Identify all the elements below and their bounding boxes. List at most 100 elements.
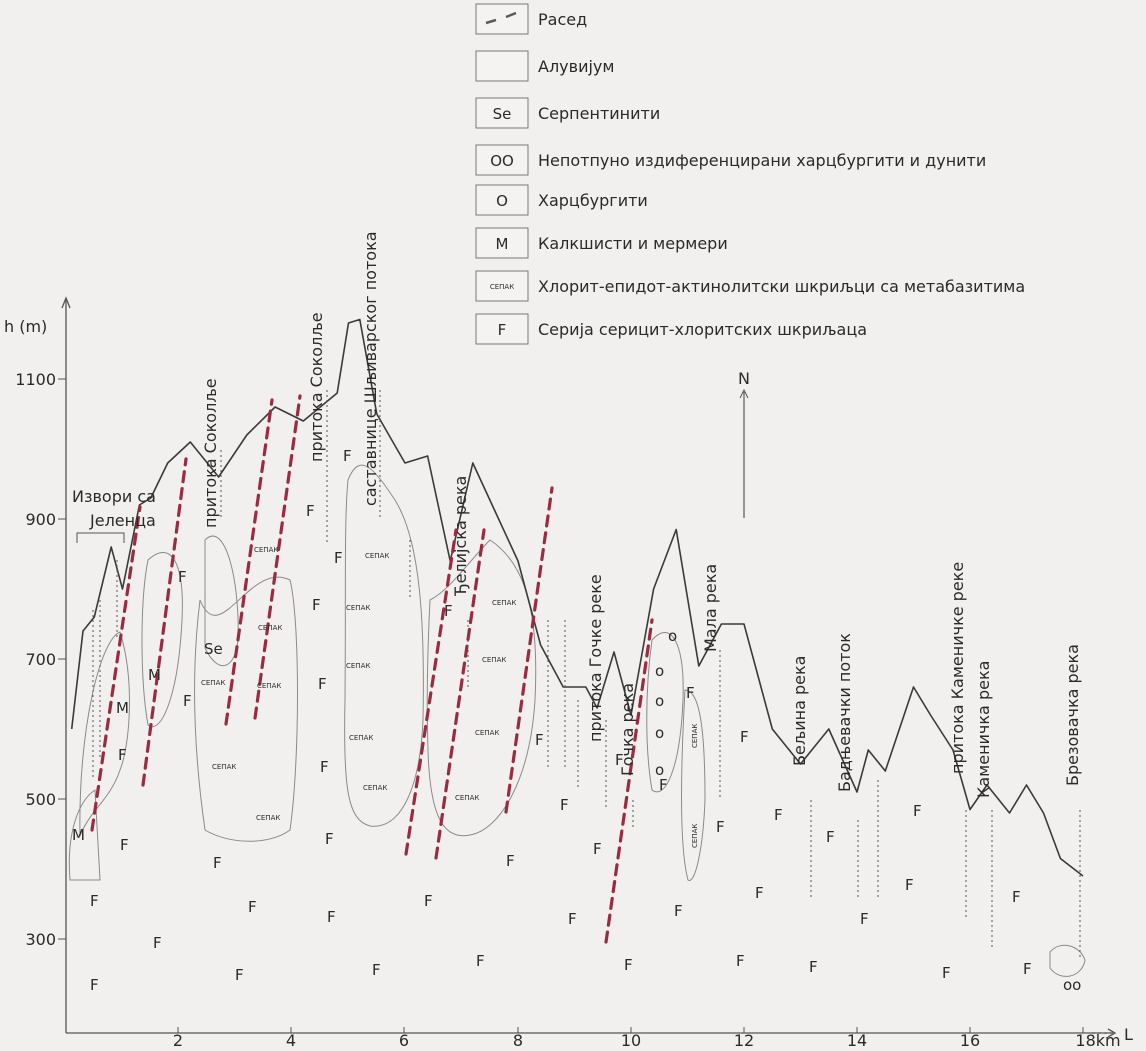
y-tick-1100: 1100 bbox=[15, 370, 56, 389]
unit-f: F bbox=[444, 602, 453, 620]
unit-f: F bbox=[506, 852, 515, 870]
unit-f: F bbox=[90, 976, 99, 994]
unit-f: F bbox=[90, 892, 99, 910]
unit-f: F bbox=[755, 884, 764, 902]
unit-f: F bbox=[860, 910, 869, 928]
unit-f: F bbox=[716, 818, 725, 836]
x-tick-2: 2 bbox=[173, 1031, 183, 1047]
unit-sepak: СЕПАК bbox=[201, 679, 225, 687]
legend-swatch-harzburgite bbox=[475, 184, 529, 216]
topo-label-sokolje-1: притока Соколље bbox=[201, 378, 220, 528]
y-tick-300: 300 bbox=[25, 930, 56, 949]
legend-swatch-harzdun bbox=[475, 144, 529, 176]
unit-f: F bbox=[334, 549, 343, 567]
unit-f: F bbox=[535, 731, 544, 749]
unit-f: F bbox=[593, 840, 602, 858]
legend-symbol-chlorite: СЕПАК bbox=[490, 283, 514, 291]
unit-sepak: СЕПАК bbox=[691, 724, 699, 748]
bracket-izvori bbox=[76, 532, 125, 543]
unit-f: F bbox=[327, 908, 336, 926]
unit-f: F bbox=[1012, 888, 1021, 906]
unit-o: o bbox=[655, 761, 664, 779]
x-tick-4: 4 bbox=[286, 1031, 296, 1047]
legend-symbol-sericite: F bbox=[498, 321, 507, 339]
unit-sepak: СЕПАК bbox=[212, 763, 236, 771]
unit-m: M bbox=[148, 666, 161, 684]
unit-sepak: СЕПАК bbox=[349, 734, 373, 742]
x-tick-6: 6 bbox=[399, 1031, 409, 1047]
unit-f: F bbox=[913, 802, 922, 820]
topo-label-djelijska: Ђелијска река bbox=[451, 476, 470, 597]
topo-label-mala: Мала река bbox=[701, 564, 720, 652]
legend-symbol-harzburgite: O bbox=[496, 192, 508, 210]
unit-sepak: СЕПАК bbox=[455, 794, 479, 802]
unit-f: F bbox=[118, 746, 127, 764]
x-tick-10: 10 bbox=[621, 1031, 641, 1047]
unit-symbols-chlorite: СЕПАК СЕПАК СЕПАК СЕПАК СЕПАК СЕПАК СЕПА… bbox=[201, 546, 699, 848]
legend-swatch-fault bbox=[475, 3, 529, 35]
topo-label-sokolje-2: притока Соколље bbox=[307, 312, 326, 462]
boundary-alluvium-left bbox=[68, 789, 101, 881]
x-tick-12: 12 bbox=[734, 1031, 754, 1047]
unit-sepak: СЕПАК bbox=[365, 552, 389, 560]
unit-sepak: СЕПАК bbox=[256, 814, 280, 822]
legend-label-alluvium: Алувијум bbox=[538, 57, 614, 76]
legend-swatch-alluvium bbox=[475, 50, 529, 82]
topo-label-brezovacka: Брезовачка река bbox=[1063, 644, 1082, 786]
topo-label-pritoka-gocke: притока Гочке реке bbox=[586, 574, 605, 742]
boundary-chlorite-4 bbox=[681, 689, 706, 881]
boundary-marble-body bbox=[79, 631, 130, 837]
x-ticks: 2 4 6 8 10 12 14 16 18km bbox=[173, 1027, 1121, 1050]
unit-f: F bbox=[213, 854, 222, 872]
unit-sepak: СЕПАК bbox=[257, 682, 281, 690]
unit-f: F bbox=[740, 728, 749, 746]
unit-f: F bbox=[325, 830, 334, 848]
unit-sepak: СЕПАК bbox=[363, 784, 387, 792]
x-tick-16: 16 bbox=[960, 1031, 980, 1047]
y-tick-900: 900 bbox=[25, 510, 56, 529]
legend-label-chlorite: Хлорит-епидот-актинолитски шкриљци са ме… bbox=[538, 277, 1025, 296]
unit-boundaries bbox=[68, 464, 1086, 977]
unit-se: Se bbox=[204, 640, 223, 658]
north-arrow: N bbox=[738, 369, 750, 518]
unit-f: F bbox=[942, 964, 951, 982]
label-leaders bbox=[92, 390, 1081, 960]
topo-label-kamenicka: Каменичка река bbox=[974, 661, 993, 798]
unit-f: F bbox=[235, 966, 244, 984]
fault-8 bbox=[604, 618, 654, 944]
unit-f: F bbox=[1023, 960, 1032, 978]
legend-symbol-marble: M bbox=[496, 235, 509, 253]
unit-f: F bbox=[183, 692, 192, 710]
axes bbox=[61, 296, 1117, 1038]
boundary-chlorite-3 bbox=[426, 539, 537, 837]
unit-o: o bbox=[668, 627, 677, 645]
topo-label-beljina: Бељина река bbox=[790, 656, 809, 766]
legend-symbol-harzdun: OO bbox=[490, 152, 514, 170]
fault-4 bbox=[253, 394, 302, 720]
unit-f: F bbox=[674, 902, 683, 920]
fault-5 bbox=[404, 528, 458, 856]
boundary-harzburgite bbox=[646, 632, 684, 793]
unit-symbols-other: M M M Se o o o o o oo bbox=[72, 627, 1081, 994]
unit-f: F bbox=[248, 898, 257, 916]
legend-swatch-chlorite bbox=[475, 270, 529, 302]
unit-sepak: СЕПАК bbox=[492, 599, 516, 607]
fault-6 bbox=[434, 528, 486, 860]
unit-symbols-f: F F F F F F F F F F F F F F F F F F F F … bbox=[90, 447, 1032, 994]
x-tick-14: 14 bbox=[847, 1031, 867, 1047]
legend-symbol-serpentinite: Se bbox=[493, 105, 512, 123]
unit-f: F bbox=[624, 956, 633, 974]
topo-label-gocka: Гочка река bbox=[618, 683, 637, 776]
unit-m: M bbox=[116, 699, 129, 717]
legend-label-marble: Калкшисти и мермери bbox=[538, 234, 728, 253]
legend: Расед Алувијум Se Серпентинити OO Непотп… bbox=[475, 3, 1025, 345]
x-axis-unit-title: L bbox=[1124, 1025, 1133, 1044]
fault-lines bbox=[90, 394, 654, 944]
unit-f: F bbox=[809, 958, 818, 976]
unit-f: F bbox=[905, 876, 914, 894]
fault-7 bbox=[504, 486, 554, 814]
y-axis-title: h (m) bbox=[4, 317, 47, 336]
legend-label-harzburgite: Харцбургити bbox=[538, 191, 648, 210]
legend-swatch-sericite bbox=[475, 313, 529, 345]
unit-o: o bbox=[655, 662, 664, 680]
